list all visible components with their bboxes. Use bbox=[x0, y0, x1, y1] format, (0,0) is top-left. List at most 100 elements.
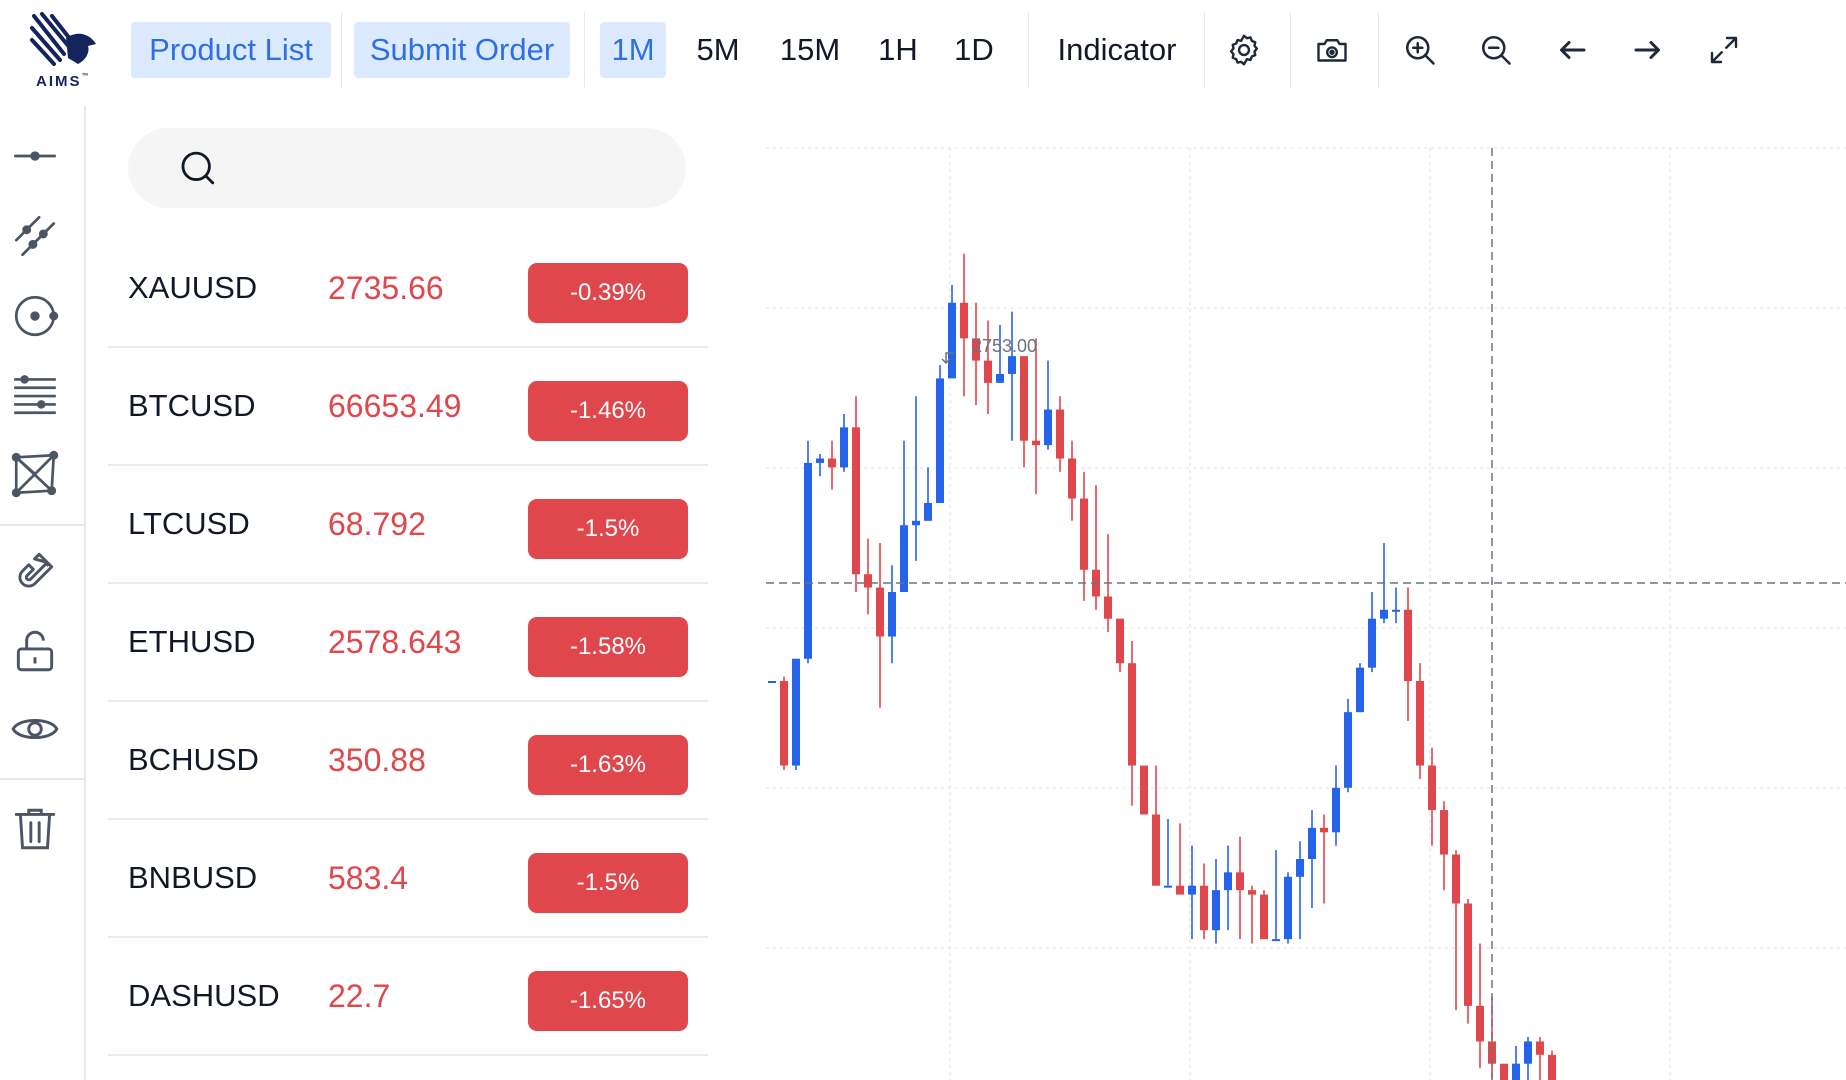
candle-body bbox=[1404, 609, 1412, 681]
candle bbox=[1452, 850, 1460, 1011]
aims-logo bbox=[28, 10, 108, 92]
change-badge: -0.39% bbox=[528, 263, 688, 323]
candle-body bbox=[984, 360, 992, 383]
candle-body bbox=[1212, 890, 1220, 931]
product-symbol: BTCUSD bbox=[128, 388, 256, 423]
candle bbox=[1260, 890, 1268, 940]
candle bbox=[1236, 836, 1244, 940]
candle-body bbox=[1260, 894, 1268, 940]
settings-icon[interactable] bbox=[1222, 28, 1266, 72]
candle-body bbox=[1248, 890, 1256, 895]
arrow-left-icon[interactable] bbox=[1550, 28, 1594, 72]
candle bbox=[1164, 818, 1172, 888]
candlestick-chart-canvas[interactable]: 2753.00 bbox=[730, 112, 1846, 1080]
candle bbox=[1368, 592, 1376, 673]
product-row-bnbusd[interactable]: BNBUSD 583.4 -1.5% bbox=[108, 820, 708, 938]
candle bbox=[1524, 1037, 1532, 1080]
zoom-out-icon[interactable] bbox=[1474, 28, 1518, 72]
change-badge: -1.65% bbox=[528, 971, 688, 1031]
high-price-marker: 2753.00 bbox=[941, 336, 1037, 365]
candle-body bbox=[1548, 1054, 1556, 1080]
arrow-right-icon[interactable] bbox=[1626, 28, 1670, 72]
candle bbox=[1056, 396, 1064, 472]
product-symbol: LTCUSD bbox=[128, 506, 250, 541]
candle bbox=[1416, 663, 1424, 779]
candle bbox=[1008, 311, 1016, 441]
candle bbox=[900, 440, 908, 592]
product-row-ltcusd[interactable]: LTCUSD 68.792 -1.5% bbox=[108, 466, 708, 584]
toolbar-divider bbox=[584, 12, 585, 88]
candle-body bbox=[972, 338, 980, 361]
toolbar-divider bbox=[1204, 12, 1205, 88]
product-symbol: ETHUSD bbox=[128, 624, 256, 659]
candle-body bbox=[792, 658, 800, 766]
candle-body bbox=[1524, 1041, 1532, 1064]
candle bbox=[948, 284, 956, 379]
candle bbox=[1152, 765, 1160, 886]
candle-body bbox=[864, 574, 872, 588]
unlock-icon[interactable] bbox=[8, 624, 62, 678]
zoom-in-icon[interactable] bbox=[1398, 28, 1442, 72]
horizontal-line-icon[interactable] bbox=[8, 129, 62, 183]
timeframe-15m-button[interactable]: 15M bbox=[779, 32, 841, 67]
candle-body bbox=[1164, 885, 1172, 888]
fibonacci-lines-icon[interactable] bbox=[8, 367, 62, 421]
candle-body bbox=[948, 302, 956, 379]
eye-icon[interactable] bbox=[8, 702, 62, 756]
candle-body bbox=[780, 681, 788, 766]
candle-body bbox=[1236, 872, 1244, 891]
trash-icon[interactable] bbox=[8, 802, 62, 856]
candle-body bbox=[1332, 787, 1340, 833]
product-row-dashusd[interactable]: DASHUSD 22.7 -1.65% bbox=[108, 938, 708, 1056]
timeframe-1h-button[interactable]: 1H bbox=[878, 32, 918, 67]
circle-point-icon[interactable] bbox=[8, 289, 62, 343]
candle-body bbox=[912, 520, 920, 526]
search-input[interactable] bbox=[229, 138, 686, 198]
candle bbox=[984, 320, 992, 414]
candle bbox=[1068, 440, 1076, 521]
candle-body bbox=[1296, 859, 1304, 877]
product-row-xauusd[interactable]: XAUUSD 2735.66 -0.39% bbox=[108, 230, 708, 348]
product-row-ethusd[interactable]: ETHUSD 2578.643 -1.58% bbox=[108, 584, 708, 702]
camera-icon[interactable] bbox=[1310, 28, 1354, 72]
product-symbol: BNBUSD bbox=[128, 860, 258, 895]
indicator-button[interactable]: Indicator bbox=[1057, 32, 1177, 67]
candle-body bbox=[1200, 885, 1208, 931]
candle bbox=[1020, 356, 1028, 468]
candle-body bbox=[1224, 872, 1232, 891]
product-row-btcusd[interactable]: BTCUSD 66653.49 -1.46% bbox=[108, 348, 708, 466]
product-price: 68.792 bbox=[328, 506, 426, 542]
candle-body bbox=[1440, 810, 1448, 855]
product-row-bchusd[interactable]: BCHUSD 350.88 -1.63% bbox=[108, 702, 708, 820]
toolbar-divider bbox=[1378, 12, 1379, 88]
expand-icon[interactable] bbox=[1702, 28, 1746, 72]
submit-order-button[interactable]: Submit Order bbox=[354, 22, 570, 78]
candle bbox=[972, 302, 980, 406]
candle bbox=[1536, 1037, 1544, 1080]
candle bbox=[1044, 360, 1052, 450]
product-price: 2735.66 bbox=[328, 270, 444, 306]
timeframe-1m-button[interactable]: 1M bbox=[600, 22, 666, 78]
magnet-icon[interactable] bbox=[8, 544, 62, 598]
product-list-button[interactable]: Product List bbox=[131, 22, 331, 78]
candle-body bbox=[768, 681, 776, 683]
rail-divider bbox=[0, 524, 86, 526]
candle bbox=[1344, 698, 1352, 793]
candle bbox=[1128, 640, 1136, 806]
trend-lines-icon[interactable] bbox=[8, 209, 62, 263]
candle bbox=[804, 440, 812, 664]
candle-body bbox=[1284, 876, 1292, 940]
pattern-icon[interactable] bbox=[8, 447, 62, 501]
candle-body bbox=[1272, 939, 1280, 942]
candle bbox=[1548, 1050, 1556, 1080]
price-chart[interactable]: 2753.00 bbox=[730, 112, 1846, 1080]
timeframe-1d-button[interactable]: 1D bbox=[954, 32, 994, 67]
candle bbox=[1188, 845, 1196, 940]
candle bbox=[1080, 471, 1088, 601]
timeframe-5m-button[interactable]: 5M bbox=[696, 32, 740, 67]
candle bbox=[876, 543, 884, 708]
change-badge: -1.5% bbox=[528, 853, 688, 913]
candle-body bbox=[1344, 712, 1352, 788]
search-box[interactable] bbox=[128, 128, 686, 208]
candle-body bbox=[852, 427, 860, 575]
